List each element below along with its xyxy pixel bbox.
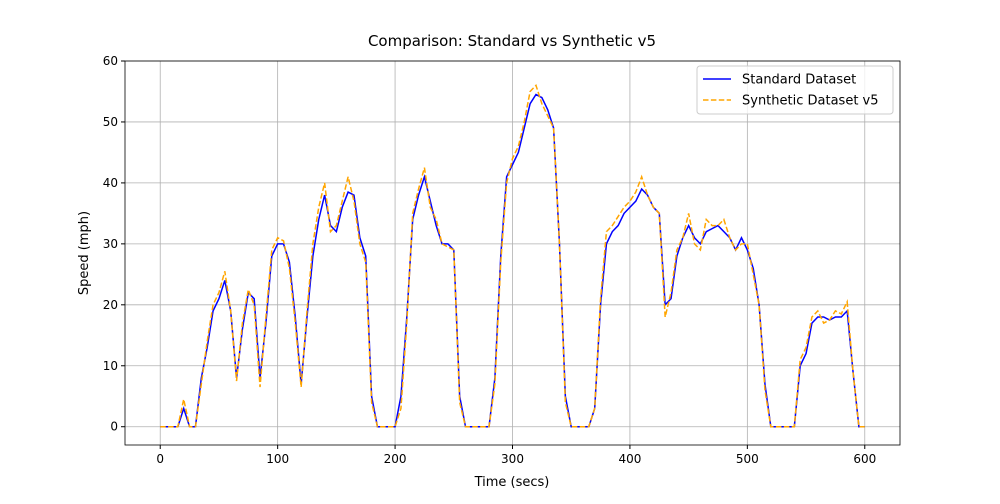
line <box>160 93 865 428</box>
y-tick-label: 50 <box>103 115 118 129</box>
legend-box <box>696 65 894 115</box>
x-tick-label: 100 <box>266 452 289 466</box>
y-tick-label: 60 <box>103 54 118 68</box>
y-axis-label: Speed (mph) <box>77 211 92 295</box>
legend-label: Synthetic Dataset v5 <box>742 94 879 109</box>
x-tick-label: 400 <box>618 452 641 466</box>
y-tick-label: 40 <box>103 176 118 190</box>
chart-title: Comparison: Standard vs Synthetic v5 <box>368 32 656 50</box>
legend: Standard Dataset Synthetic Dataset v5 <box>696 65 894 115</box>
x-tick-label: 300 <box>501 452 524 466</box>
y-tick-label: 0 <box>110 420 118 434</box>
x-tick-label: 200 <box>384 452 407 466</box>
y-tick-label: 20 <box>103 298 118 312</box>
x-axis-label: Time (secs) <box>474 475 550 490</box>
x-tick-label: 600 <box>853 452 876 466</box>
line <box>160 83 865 428</box>
x-tick-label: 0 <box>156 452 164 466</box>
legend-label: Standard Dataset <box>742 73 856 88</box>
x-tick-label: 500 <box>736 452 759 466</box>
y-tick-label: 30 <box>103 237 118 251</box>
axes-frame <box>124 60 901 446</box>
y-tick-label: 10 <box>103 359 118 373</box>
